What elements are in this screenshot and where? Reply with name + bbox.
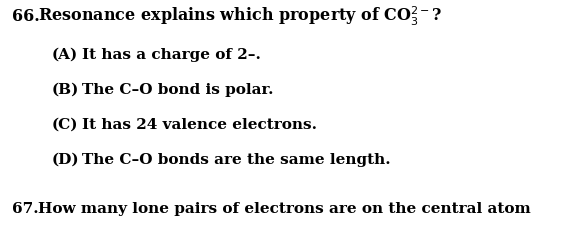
Text: How many lone pairs of electrons are on the central atom: How many lone pairs of electrons are on … bbox=[38, 202, 531, 216]
Text: (D): (D) bbox=[52, 153, 80, 167]
Text: 67.: 67. bbox=[12, 202, 39, 216]
Text: The C–O bond is polar.: The C–O bond is polar. bbox=[82, 83, 274, 97]
Text: (C): (C) bbox=[52, 118, 79, 132]
Text: (B): (B) bbox=[52, 83, 79, 97]
Text: The C–O bonds are the same length.: The C–O bonds are the same length. bbox=[82, 153, 391, 167]
Text: Resonance explains which property of CO$_3^{2-}$?: Resonance explains which property of CO$… bbox=[38, 4, 442, 27]
Text: (A): (A) bbox=[52, 48, 79, 62]
Text: 66.: 66. bbox=[12, 8, 40, 25]
Text: It has 24 valence electrons.: It has 24 valence electrons. bbox=[82, 118, 317, 132]
Text: It has a charge of 2–.: It has a charge of 2–. bbox=[82, 48, 261, 62]
